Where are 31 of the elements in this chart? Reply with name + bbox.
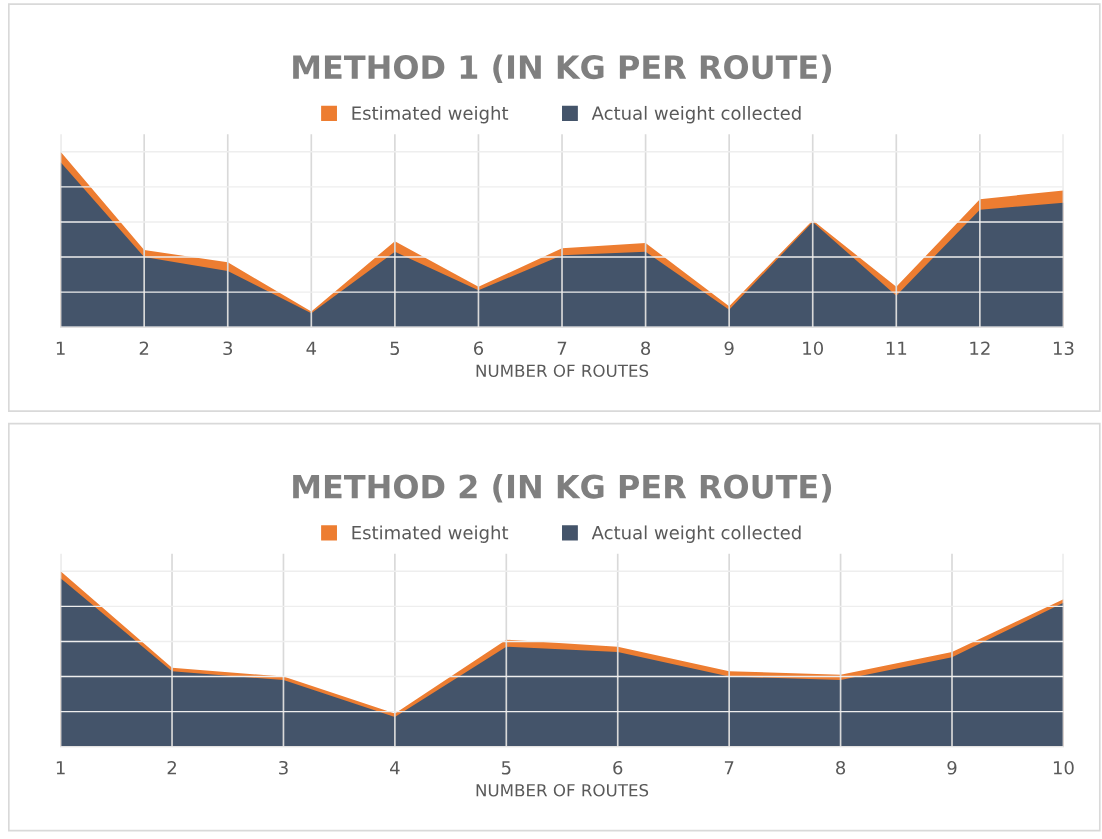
x-tick-label: 6 [613, 760, 623, 775]
x-tick-label: 2 [139, 341, 149, 355]
x-tick-label: 6 [473, 341, 484, 356]
x-tick-label: 8 [836, 760, 846, 775]
x-tick-label: 8 [641, 341, 651, 356]
legend-label: Estimated weight [352, 525, 509, 543]
x-tick-label: 7 [557, 341, 567, 355]
x-tick-label: 1 [56, 761, 65, 775]
x-axis-title: NUMBER OF ROUTES [476, 364, 649, 378]
x-tick-label: 13 [1053, 341, 1074, 356]
x-tick-label: 9 [724, 341, 734, 356]
chart-title: METHOD 1 (IN KG PER ROUTE) [293, 54, 832, 83]
x-tick-label: 5 [501, 761, 511, 775]
legend-label: Estimated weight [352, 105, 509, 124]
x-tick-label: 10 [803, 341, 824, 356]
x-tick-label: 11 [886, 341, 907, 355]
x-tick-label: 1 [56, 341, 65, 355]
x-tick-label: 4 [306, 341, 317, 355]
x-tick-label: 12 [970, 341, 990, 355]
chart-title: METHOD 2 (IN KG PER ROUTE) [293, 473, 832, 503]
x-tick-label: 7 [724, 761, 734, 775]
x-tick-label: 5 [390, 341, 400, 356]
legend-label: Actual weight collected [591, 105, 801, 124]
x-tick-label: 4 [390, 761, 400, 775]
x-tick-label: 10 [1053, 760, 1074, 775]
x-tick-label: 2 [167, 760, 176, 775]
x-tick-label: 3 [279, 760, 288, 775]
legend-label: Actual weight collected [591, 525, 801, 543]
x-axis-title: NUMBER OF ROUTES [476, 783, 649, 797]
x-tick-label: 9 [947, 760, 957, 775]
x-tick-label: 3 [223, 341, 233, 356]
